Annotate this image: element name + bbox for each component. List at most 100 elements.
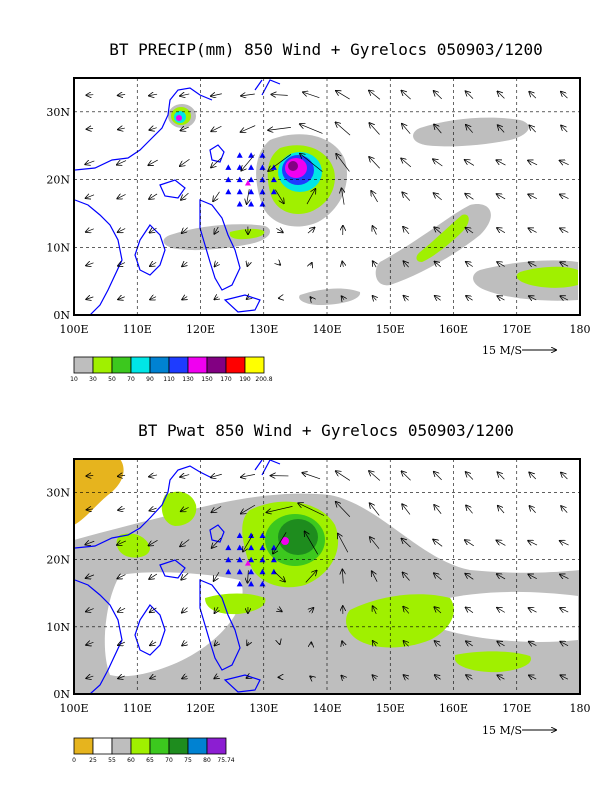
wind-vector <box>435 675 441 679</box>
precip-gridlines <box>74 78 580 315</box>
gyre-marker <box>248 556 255 563</box>
wind-vector <box>466 228 474 234</box>
wind-vector <box>465 574 474 580</box>
wind-vector <box>498 472 505 480</box>
wind-vector <box>373 641 376 646</box>
precip-ref-vector: 15 M/S <box>482 344 556 357</box>
precip-ref-vector-label: 15 M/S <box>482 344 522 357</box>
wind-vector <box>497 608 505 613</box>
wind-vector <box>181 127 189 130</box>
pwat-colorbar: 0 25 55 60 65 70 75 80 75.74 <box>72 737 235 764</box>
wind-vector <box>560 262 569 266</box>
gyre-marker <box>259 568 266 575</box>
wind-vector <box>182 262 187 266</box>
wind-vector <box>182 227 188 234</box>
wind-vector <box>529 125 536 133</box>
gyre-marker <box>270 188 277 195</box>
wind-vector <box>182 297 187 300</box>
wind-vector <box>404 675 409 679</box>
wind-vector <box>372 675 376 679</box>
colorbar-label: 130 <box>182 376 194 383</box>
colorbar-label: 50 <box>108 376 116 383</box>
lon-label: 180 <box>570 323 591 336</box>
wind-vector <box>268 154 292 171</box>
wind-vector <box>118 94 126 95</box>
wind-vector <box>434 472 442 481</box>
lat-label: 0N <box>53 309 70 322</box>
wind-vector <box>497 540 506 546</box>
wind-vector <box>369 471 381 481</box>
lon-label: 100E <box>59 702 88 715</box>
gyre-marker <box>236 152 243 158</box>
wind-vector <box>118 642 125 645</box>
lon-label: 150E <box>376 702 405 715</box>
wind-vector <box>402 124 411 134</box>
wind-vector <box>336 471 351 481</box>
wind-vector <box>529 92 537 99</box>
pwat-green-far-east <box>455 651 531 673</box>
wind-vector <box>529 608 537 612</box>
colorbar-swatch <box>73 356 94 374</box>
wind-vector <box>403 572 410 581</box>
wind-vector <box>214 676 218 678</box>
wind-vector <box>247 676 250 678</box>
precip-wind-vectors <box>85 91 569 301</box>
wind-vector <box>561 506 568 513</box>
colorbar-swatch <box>206 356 227 374</box>
wind-vector <box>560 161 569 165</box>
gyre-marker <box>248 164 255 170</box>
gyre-center-marker <box>244 179 251 186</box>
wind-vector <box>466 505 473 514</box>
wind-vector <box>402 471 411 481</box>
wind-vector <box>86 263 94 266</box>
gyre-marker <box>236 164 243 170</box>
gyre-marker <box>248 200 255 207</box>
colorbar-label: 10 <box>70 376 78 383</box>
gyre-marker <box>236 188 243 195</box>
wind-vector <box>434 193 442 201</box>
gyre-marker <box>236 580 243 587</box>
wind-vector <box>214 571 220 581</box>
wind-vector <box>302 473 321 480</box>
colorbar-swatch <box>111 356 132 374</box>
gyre-marker <box>236 532 243 539</box>
wind-vector <box>434 505 442 514</box>
precip-china-magenta <box>176 115 182 121</box>
gyre-marker <box>248 580 255 587</box>
wind-vector <box>311 263 312 266</box>
precip-area-equator <box>299 288 361 305</box>
lon-label: 180 <box>570 702 591 715</box>
pwat-ref-vector: 15 M/S <box>482 724 556 737</box>
wind-vector <box>342 296 344 299</box>
precip-area-northeast <box>413 117 529 147</box>
wind-vector <box>241 154 255 171</box>
lon-label: 110E <box>123 702 152 715</box>
precip-rainband-green <box>416 214 469 262</box>
wind-vector <box>180 475 190 477</box>
lon-label: 130E <box>249 323 278 336</box>
wind-vector <box>180 539 190 546</box>
wind-vector <box>434 573 442 581</box>
wind-vector <box>118 475 126 476</box>
wind-vector <box>560 541 569 545</box>
wind-vector <box>309 608 313 612</box>
lon-label: 120E <box>186 323 215 336</box>
wind-vector <box>241 125 256 132</box>
wind-vector <box>336 91 350 100</box>
wind-vector <box>373 606 377 615</box>
wind-vector <box>298 503 325 516</box>
colorbar-swatch <box>168 356 189 374</box>
wind-vector <box>181 507 189 511</box>
gyre-marker <box>259 532 266 539</box>
wind-vector <box>149 94 158 95</box>
lon-label: 120E <box>186 702 215 715</box>
wind-vector <box>433 159 443 167</box>
wind-vector <box>336 502 351 518</box>
wind-vector <box>300 124 323 134</box>
lon-label: 110E <box>123 323 152 336</box>
wind-vector <box>275 189 283 204</box>
wind-vector <box>370 537 380 549</box>
wind-vector <box>466 125 473 133</box>
wind-vector <box>528 194 537 198</box>
wind-vector <box>369 123 380 135</box>
